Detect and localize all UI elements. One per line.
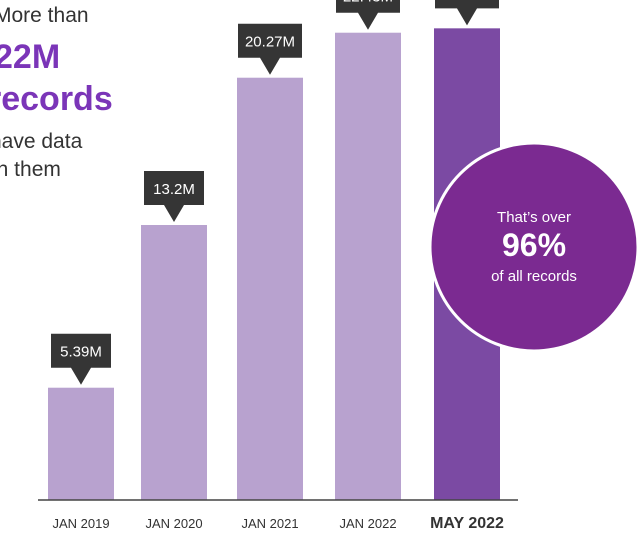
value-label-4: 22.64M (435, 0, 499, 26)
x-tick-label: JAN 2020 (145, 516, 202, 531)
x-tick-label: JAN 2021 (241, 516, 298, 531)
callout-bubble: That’s over 96% of all records (428, 141, 638, 353)
bar-jan-2021 (237, 77, 303, 500)
intro-headline-number: 22M (0, 38, 61, 76)
x-tick-label: JAN 2019 (52, 516, 109, 531)
intro-lead-text: More than (0, 4, 89, 27)
value-label-box (51, 333, 111, 385)
value-label-text: 22.64M (442, 0, 492, 1)
x-tick-label: JAN 2022 (339, 516, 396, 531)
value-label-box (336, 0, 400, 30)
x-tick-label: MAY 2022 (430, 515, 504, 532)
x-tick-labels-layer: JAN 2019 JAN 2020 JAN 2021 JAN 2022 MAY 2022 (52, 515, 504, 532)
value-label-box (238, 23, 302, 75)
bar-jan-2019 (48, 387, 114, 500)
value-label-text: 13.2M (153, 181, 195, 198)
callout-line-3: of all records (491, 268, 577, 285)
value-label-2: 20.27M (238, 23, 302, 75)
value-label-box (144, 171, 204, 222)
intro-tail-line-1: have data (0, 130, 83, 153)
bar-jan-2020 (141, 225, 207, 500)
value-label-box (435, 0, 499, 26)
value-label-text: 5.39M (60, 344, 102, 361)
value-label-text: 22.43M (343, 0, 393, 6)
value-label-0: 5.39M (51, 333, 111, 385)
value-label-text: 20.27M (245, 34, 295, 51)
intro-tail-line-2: in them (0, 158, 61, 181)
bar-jan-2022 (335, 32, 401, 500)
callout-percent: 96% (502, 227, 566, 263)
value-labels-layer: 5.39M 13.2M 20.27M 22.43M 22.64M (51, 0, 499, 385)
value-label-1: 13.2M (144, 171, 204, 222)
value-label-3: 22.43M (336, 0, 400, 30)
callout-line-1: That’s over (497, 209, 571, 226)
intro-headline-word: records (0, 80, 113, 118)
callout-circle (428, 141, 638, 353)
